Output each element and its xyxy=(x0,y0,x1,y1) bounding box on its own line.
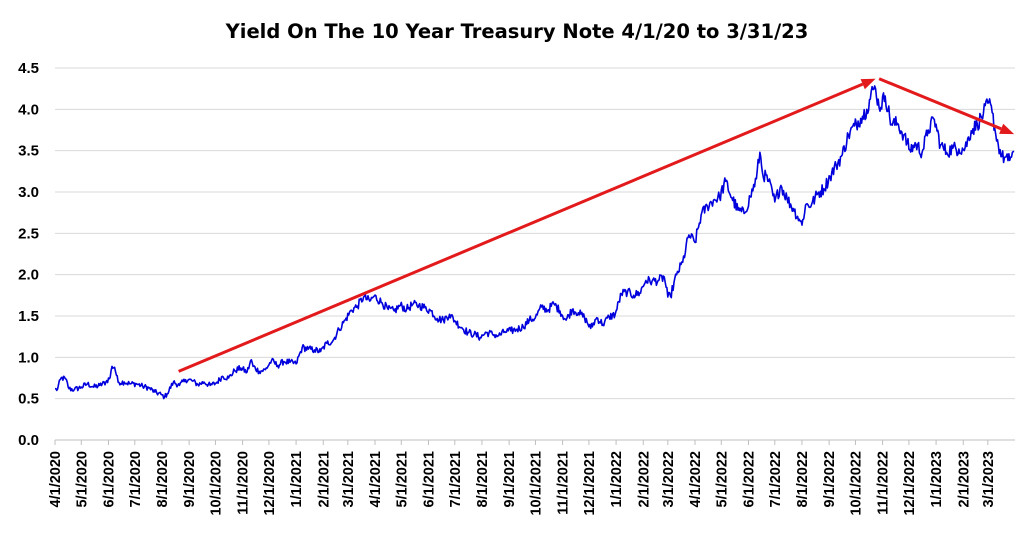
x-tick-label: 2/1/2023 xyxy=(956,451,972,507)
x-tick-label: 12/1/2022 xyxy=(902,451,918,516)
x-tick-label: 12/1/2021 xyxy=(582,451,598,516)
trend-arrow-line xyxy=(178,82,864,373)
x-tick-label: 1/1/2023 xyxy=(929,451,945,507)
x-tick-label: 7/1/2020 xyxy=(128,451,144,507)
x-tick-label: 12/1/2020 xyxy=(262,451,278,516)
x-tick-label: 8/1/2020 xyxy=(155,451,171,507)
x-tick-label: 5/1/2020 xyxy=(74,451,90,507)
x-tick-label: 11/1/2021 xyxy=(556,451,572,515)
y-tick-label: 4.5 xyxy=(18,60,39,77)
x-tick-label: 2/1/2021 xyxy=(316,451,332,507)
chart-title: Yield On The 10 Year Treasury Note 4/1/2… xyxy=(225,20,809,43)
x-tick-label: 3/1/2023 xyxy=(981,451,997,507)
x-tick-label: 11/1/2022 xyxy=(876,451,892,515)
yield-series-line xyxy=(55,85,1015,400)
x-tick-label: 6/1/2022 xyxy=(741,451,757,507)
x-tick-label: 8/1/2021 xyxy=(475,451,491,507)
y-tick-label: 0.5 xyxy=(18,391,39,408)
x-tick-label: 8/1/2022 xyxy=(795,451,811,507)
trend-arrow-head xyxy=(999,123,1015,135)
x-tick-label: 2/1/2022 xyxy=(636,451,652,507)
y-tick-label: 2.0 xyxy=(18,267,39,284)
x-tick-label: 6/1/2020 xyxy=(101,451,117,507)
x-tick-label: 3/1/2022 xyxy=(661,451,677,507)
x-tick-label: 9/1/2020 xyxy=(182,451,198,507)
y-tick-label: 3.5 xyxy=(18,143,39,160)
x-tick-label: 1/1/2022 xyxy=(609,451,625,507)
y-tick-label: 2.5 xyxy=(18,225,39,242)
x-tick-label: 10/1/2022 xyxy=(848,451,864,516)
x-tick-label: 4/1/2022 xyxy=(688,451,704,507)
x-tick-label: 9/1/2021 xyxy=(502,451,518,507)
x-tick-label: 3/1/2021 xyxy=(341,451,357,507)
x-tick-label: 10/1/2021 xyxy=(528,451,544,516)
y-axis-labels: 0.0 0.5 1.0 1.5 2.0 2.5 3.0 3.5 4.0 4.5 xyxy=(18,60,39,449)
y-tick-label: 3.0 xyxy=(18,184,39,201)
x-tick-label: 7/1/2021 xyxy=(448,451,464,507)
x-tick-label: 4/1/2021 xyxy=(368,451,384,507)
trend-arrows xyxy=(178,77,1015,373)
y-tick-label: 1.5 xyxy=(18,308,39,325)
x-tick-label: 6/1/2021 xyxy=(421,451,437,507)
trend-arrow-head xyxy=(860,78,876,90)
y-tick-label: 0.0 xyxy=(18,432,39,449)
x-tick-label: 7/1/2022 xyxy=(768,451,784,507)
x-tick-label: 9/1/2022 xyxy=(822,451,838,507)
x-tick-label: 1/1/2021 xyxy=(289,451,305,507)
x-tick-label: 11/1/2020 xyxy=(236,451,252,515)
y-tick-label: 1.0 xyxy=(18,349,39,366)
x-tick-label: 10/1/2020 xyxy=(208,451,224,516)
y-tick-label: 4.0 xyxy=(18,101,39,118)
x-tick-label: 5/1/2021 xyxy=(394,451,410,507)
x-tick-label: 4/1/2020 xyxy=(48,451,64,507)
series-layer xyxy=(55,85,1015,400)
x-tick-label: 5/1/2022 xyxy=(714,451,730,507)
gridlines xyxy=(54,67,1015,445)
x-axis-labels: 4/1/2020 5/1/2020 6/1/2020 7/1/2020 8/1/2020… xyxy=(48,451,997,516)
trend-arrow-line xyxy=(878,77,1002,131)
